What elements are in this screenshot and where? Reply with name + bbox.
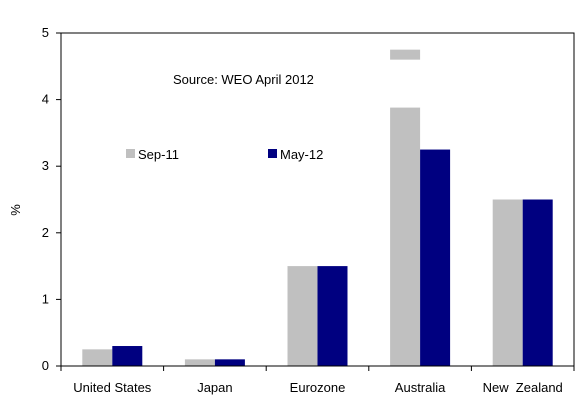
y-tick-label: 1 (42, 291, 49, 306)
legend: Sep-11 May-12 (126, 147, 323, 162)
y-tick-label: 5 (42, 25, 49, 40)
x-ticks: United States Japan Eurozone Australia New Z… (60, 366, 575, 395)
bar-sep-11-japan (184, 359, 215, 366)
y-tick-label: 3 (42, 158, 49, 173)
bars-layer (82, 49, 553, 366)
bar-may-12-eurozone (317, 266, 348, 366)
legend-swatch-may-12 (268, 149, 277, 158)
legend-label-may-12: May-12 (280, 147, 323, 162)
x-tick-label: United States (73, 380, 152, 395)
x-tick-label: New Zealand (483, 380, 563, 395)
bar-sep-11-australia (390, 107, 421, 366)
legend-label-sep-11: Sep-11 (138, 147, 179, 162)
bar-may-12-japan (214, 359, 245, 366)
y-tick-label: 4 (42, 92, 49, 107)
x-tick-label: Eurozone (290, 380, 346, 395)
legend-swatch-sep-11 (126, 149, 135, 158)
bar-may-12-united-states (112, 346, 143, 366)
bar-may-12-australia (420, 149, 451, 366)
bar-sep-11-eurozone (287, 266, 318, 366)
bar-sep-11-new-zealand (492, 199, 523, 366)
source-annotation: Source: WEO April 2012 (173, 72, 314, 87)
bar-sep-11-australia-upper-segment (390, 49, 421, 60)
bar-may-12-new-zealand (522, 199, 553, 366)
x-tick-label: Australia (395, 380, 446, 395)
y-axis-label: % (8, 204, 23, 216)
y-tick-label: 0 (42, 358, 49, 373)
axes (60, 33, 574, 367)
y-tick-label: 2 (42, 225, 49, 240)
bar-sep-11-united-states (82, 349, 113, 366)
y-ticks: 0 1 2 3 4 5 (42, 25, 61, 373)
x-tick-label: Japan (197, 380, 232, 395)
